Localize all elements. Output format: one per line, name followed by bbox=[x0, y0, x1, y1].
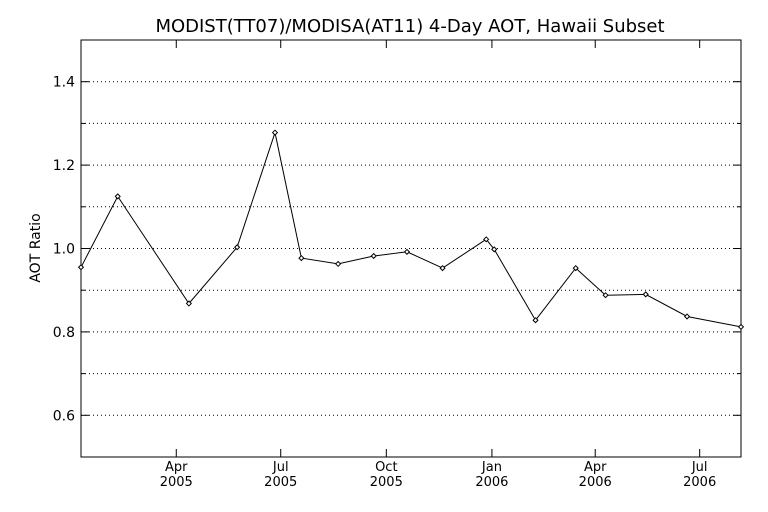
y-tick-label: 1.4 bbox=[53, 75, 75, 91]
series-group bbox=[77, 129, 745, 331]
data-point-marker bbox=[114, 193, 121, 200]
data-point-marker bbox=[335, 260, 342, 268]
data-point-marker bbox=[642, 291, 649, 298]
data-point-marker bbox=[370, 252, 377, 260]
y-tick-label: 1.2 bbox=[53, 158, 75, 174]
data-point-marker bbox=[77, 264, 85, 271]
data-point-marker bbox=[483, 236, 490, 243]
x-tick-year: 2006 bbox=[683, 475, 716, 490]
x-tick-month: Apr bbox=[165, 460, 188, 475]
tick-labels: 0.60.81.01.21.4Apr2005Jul2005Oct2005Jan2… bbox=[53, 75, 716, 490]
data-point-marker bbox=[532, 317, 539, 324]
data-point-marker bbox=[271, 129, 279, 136]
axes bbox=[80, 39, 742, 458]
data-point-marker bbox=[572, 264, 579, 272]
y-tick-label: 1.0 bbox=[53, 242, 75, 258]
x-tick-year: 2006 bbox=[579, 475, 612, 490]
x-tick-month: Oct bbox=[375, 460, 397, 475]
x-tick-year: 2005 bbox=[264, 475, 297, 490]
data-point-marker bbox=[737, 323, 745, 331]
data-point-marker bbox=[403, 248, 411, 255]
y-axis-label: AOT Ratio bbox=[28, 213, 44, 282]
x-tick-year: 2005 bbox=[160, 475, 193, 490]
x-tick-year: 2006 bbox=[475, 475, 508, 490]
data-point-marker bbox=[185, 300, 193, 307]
y-tick-label: 0.6 bbox=[53, 408, 75, 424]
x-tick-month: Jan bbox=[481, 460, 502, 475]
x-tick-month: Jul bbox=[691, 460, 708, 475]
chart-title: MODIST(TT07)/MODISA(AT11) 4-Day AOT, Haw… bbox=[155, 16, 664, 37]
data-point-marker bbox=[683, 313, 691, 320]
data-point-marker bbox=[233, 244, 241, 251]
y-tick-label: 0.8 bbox=[53, 325, 75, 341]
data-point-marker bbox=[439, 264, 446, 272]
x-tick-month: Apr bbox=[584, 460, 607, 475]
x-tick-month: Jul bbox=[272, 460, 289, 475]
data-point-marker bbox=[491, 246, 498, 253]
data-point-marker bbox=[298, 254, 305, 262]
x-tick-year: 2005 bbox=[370, 475, 403, 490]
data-point-marker bbox=[602, 292, 609, 299]
series-line bbox=[80, 130, 742, 328]
